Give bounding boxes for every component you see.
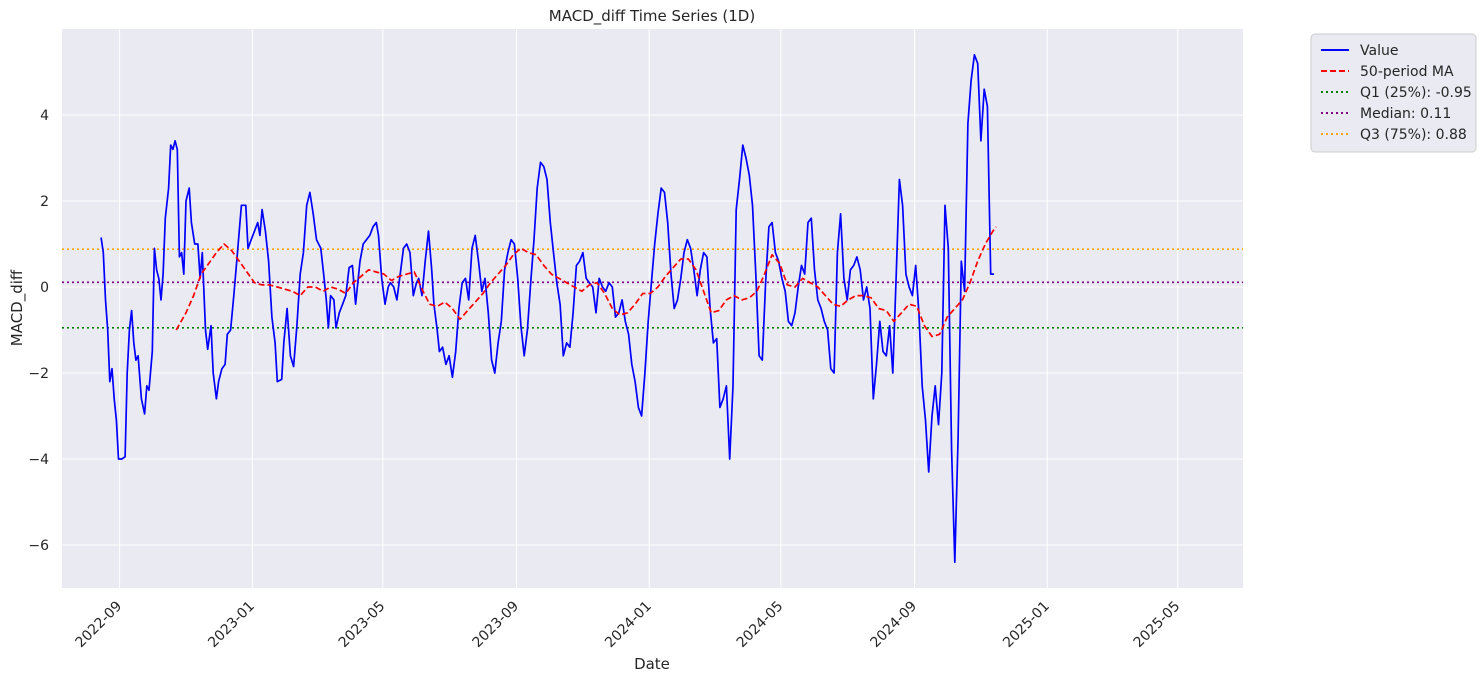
chart-title: MACD_diff Time Series (1D) <box>549 7 755 26</box>
legend-label: Q3 (75%): 0.88 <box>1360 127 1467 143</box>
legend-label: 50-period MA <box>1360 64 1454 80</box>
y-tick-labels: −6 −4 −2 0 2 4 <box>28 108 49 554</box>
legend: Value 50-period MA Q1 (25%): -0.95 Median: … <box>1310 33 1477 153</box>
legend-label: Q1 (25%): -0.95 <box>1360 85 1472 101</box>
x-axis-title: Date <box>634 655 670 673</box>
y-axis-title: MACD_diff <box>8 269 27 346</box>
legend-label: Value <box>1360 43 1398 59</box>
legend-box <box>1310 33 1477 153</box>
series-lines <box>100 53 997 564</box>
y-tick-label: −4 <box>28 452 49 468</box>
plot-area <box>62 29 1243 588</box>
legend-label: Median: 0.11 <box>1360 106 1451 122</box>
moving-average-line <box>175 226 997 338</box>
y-tick-label: 2 <box>40 194 49 210</box>
y-tick-label: 0 <box>40 280 49 296</box>
y-tick-label: 4 <box>40 108 49 124</box>
quartile-lines <box>62 248 1243 329</box>
grid-lines <box>62 29 1243 588</box>
value-series-line <box>100 53 994 564</box>
y-tick-label: −2 <box>28 366 49 382</box>
y-tick-label: −6 <box>28 538 49 554</box>
